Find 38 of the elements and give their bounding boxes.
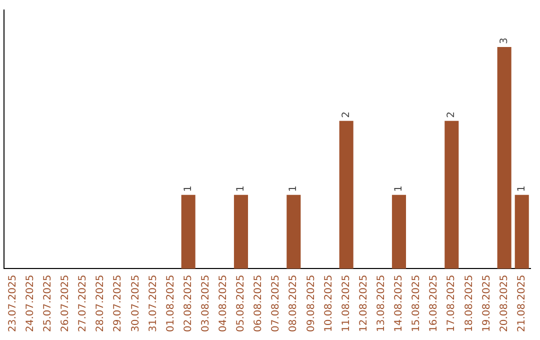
x-tick-label: 10.08.2025 [323, 274, 334, 332]
x-tick-label: 30.07.2025 [130, 274, 142, 332]
x-tick-label: 18.08.2025 [464, 274, 475, 332]
x-tick-label: 11.08.2025 [340, 274, 352, 332]
data-label: 3 [498, 38, 510, 44]
data-label: 1 [516, 185, 528, 192]
x-tick-label: 07.08.2025 [270, 274, 282, 332]
x-tick-label: 25.07.2025 [42, 274, 54, 332]
x-tick-label: 21.08.2025 [516, 274, 528, 332]
x-tick-label: 08.08.2025 [288, 274, 300, 332]
x-tick-label: 27.07.2025 [78, 274, 89, 332]
data-label: 2 [340, 112, 352, 118]
x-tick-label: 15.08.2025 [411, 274, 422, 332]
x-tick-label: 13.08.2025 [376, 274, 388, 332]
x-tick-label: 23.07.2025 [7, 274, 18, 332]
x-tick-label: 09.08.2025 [306, 274, 317, 332]
x-tick-label: 29.07.2025 [112, 274, 124, 332]
data-label: 2 [446, 112, 458, 118]
x-tick-label: 19.08.2025 [481, 274, 492, 332]
x-tick-label: 24.07.2025 [24, 274, 36, 332]
x-tick-label: 28.07.2025 [95, 274, 106, 332]
x-tick-label: 01.08.2025 [165, 274, 176, 332]
x-tick-label: 17.08.2025 [446, 274, 458, 332]
x-tick-label: 12.08.2025 [358, 274, 370, 332]
x-tick-label: 06.08.2025 [253, 274, 264, 332]
data-label: 1 [288, 185, 300, 192]
x-tick-label: 04.08.2025 [218, 274, 230, 332]
x-tick-label: 05.08.2025 [236, 274, 247, 332]
x-tick-label: 03.08.2025 [200, 274, 212, 332]
data-label: 1 [394, 185, 405, 192]
x-tick-label: 14.08.2025 [394, 274, 405, 332]
x-tick-label: 31.07.2025 [148, 274, 159, 332]
x-tick-label: 16.08.2025 [428, 274, 440, 332]
x-tick-label: 02.08.2025 [182, 274, 194, 332]
x-tick-label: 26.07.2025 [60, 274, 72, 332]
data-label: 1 [236, 185, 247, 192]
x-tick-label: 20.08.2025 [498, 274, 510, 332]
data-label: 1 [182, 185, 194, 192]
